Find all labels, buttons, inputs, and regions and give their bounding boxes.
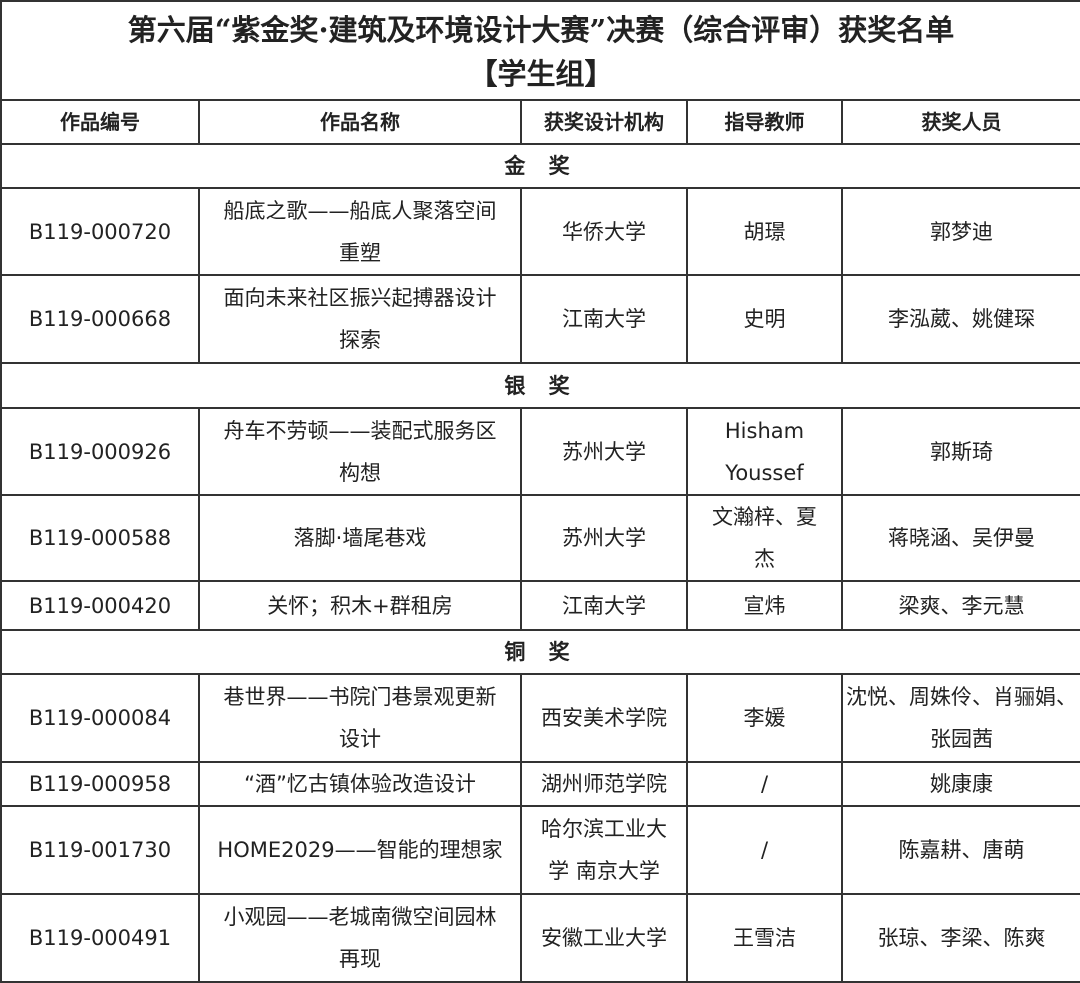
cell-id: B119-000588 (0, 494, 200, 582)
cell-people: 张琼、李梁、陈爽 (840, 893, 1080, 983)
cell-org: 苏州大学 (520, 494, 688, 582)
table-row: B119-000926 舟车不劳顿——装配式服务区构想 苏州大学 Hisham You… (0, 407, 1080, 496)
cell-id: B119-000420 (0, 580, 200, 631)
table-row: B119-000588 落脚·墙尾巷戏 苏州大学 文瀚梓、夏杰 蒋晓涵、吴伊曼 (0, 494, 1080, 582)
cell-org: 华侨大学 (520, 187, 688, 276)
section-row: 金 奖 (0, 143, 1080, 189)
cell-id: B119-001730 (0, 805, 200, 895)
cell-name: “酒”忆古镇体验改造设计 (198, 761, 522, 807)
cell-name: 面向未来社区振兴起搏器设计探索 (198, 274, 522, 364)
cell-people: 郭斯琦 (840, 407, 1080, 496)
cell-teacher: 宣炜 (686, 580, 843, 631)
cell-name: 小观园——老城南微空间园林再现 (198, 893, 522, 983)
page-title: 第六届“紫金奖·建筑及环境设计大赛”决赛（综合评审）获奖名单 (127, 12, 955, 47)
cell-teacher: / (686, 761, 843, 807)
cell-name: HOME2029——智能的理想家 (198, 805, 522, 895)
cell-id: B119-000720 (0, 187, 200, 276)
header-name: 作品名称 (198, 99, 522, 145)
header-id: 作品编号 (0, 99, 200, 145)
table-row: B119-000420 关怀；积木+群租房 江南大学 宣炜 梁爽、李元慧 (0, 580, 1080, 631)
cell-id: B119-000926 (0, 407, 200, 496)
cell-people: 李泓葳、姚健琛 (840, 274, 1080, 364)
section-label: 铜 奖 (0, 629, 1080, 675)
cell-people: 蒋晓涵、吴伊曼 (840, 494, 1080, 582)
header-org: 获奖设计机构 (520, 99, 688, 145)
cell-id: B119-000958 (0, 761, 200, 807)
table-row: B119-000958 “酒”忆古镇体验改造设计 湖州师范学院 / 姚康康 (0, 761, 1080, 807)
cell-teacher: 胡璟 (686, 187, 843, 276)
cell-name: 巷世界——书院门巷景观更新设计 (198, 673, 522, 763)
cell-people: 沈悦、周姝伶、肖骊娟、张园茜 (840, 673, 1080, 763)
cell-org: 安徽工业大学 (520, 893, 688, 983)
table-row: B119-000084 巷世界——书院门巷景观更新设计 西安美术学院 李媛 沈悦、周姝伶… (0, 673, 1080, 763)
cell-teacher: 文瀚梓、夏杰 (686, 494, 843, 582)
cell-org: 哈尔滨工业大学 南京大学 (520, 805, 688, 895)
cell-teacher: 李媛 (686, 673, 843, 763)
cell-teacher: Hisham Youssef (686, 407, 843, 496)
cell-org: 江南大学 (520, 274, 688, 364)
section-row: 铜 奖 (0, 629, 1080, 675)
cell-name: 船底之歌——船底人聚落空间重塑 (198, 187, 522, 276)
cell-people: 梁爽、李元慧 (840, 580, 1080, 631)
cell-org: 江南大学 (520, 580, 688, 631)
cell-teacher: 王雪洁 (686, 893, 843, 983)
cell-name: 关怀；积木+群租房 (198, 580, 522, 631)
section-row: 银 奖 (0, 362, 1080, 409)
table-row: B119-000668 面向未来社区振兴起搏器设计探索 江南大学 史明 李泓葳、姚健琛 (0, 274, 1080, 364)
cell-teacher: / (686, 805, 843, 895)
title-cell: 第六届“紫金奖·建筑及环境设计大赛”决赛（综合评审）获奖名单 【学生组】 (0, 0, 1080, 101)
cell-people: 姚康康 (840, 761, 1080, 807)
cell-teacher: 史明 (686, 274, 843, 364)
header-row: 作品编号 作品名称 获奖设计机构 指导教师 获奖人员 (0, 99, 1080, 145)
section-label: 金 奖 (0, 143, 1080, 189)
cell-people: 郭梦迪 (840, 187, 1080, 276)
cell-name: 舟车不劳顿——装配式服务区构想 (198, 407, 522, 496)
header-people: 获奖人员 (840, 99, 1080, 145)
cell-org: 西安美术学院 (520, 673, 688, 763)
table-row: B119-000491 小观园——老城南微空间园林再现 安徽工业大学 王雪洁 张琼、李梁… (0, 893, 1080, 983)
cell-id: B119-000084 (0, 673, 200, 763)
section-label: 银 奖 (0, 362, 1080, 409)
cell-id: B119-000668 (0, 274, 200, 364)
cell-name: 落脚·墙尾巷戏 (198, 494, 522, 582)
table-row: B119-001730 HOME2029——智能的理想家 哈尔滨工业大学 南京大学 /… (0, 805, 1080, 895)
header-teacher: 指导教师 (686, 99, 843, 145)
cell-id: B119-000491 (0, 893, 200, 983)
cell-org: 湖州师范学院 (520, 761, 688, 807)
table-row: B119-000720 船底之歌——船底人聚落空间重塑 华侨大学 胡璟 郭梦迪 (0, 187, 1080, 276)
cell-org: 苏州大学 (520, 407, 688, 496)
page-subtitle: 【学生组】 (468, 56, 614, 91)
cell-people: 陈嘉耕、唐萌 (840, 805, 1080, 895)
